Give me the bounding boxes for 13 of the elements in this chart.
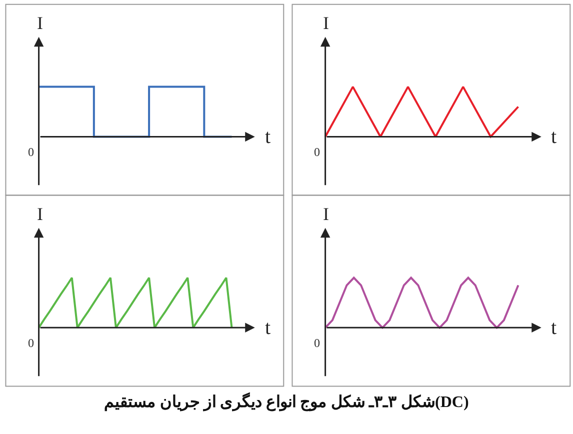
y-axis-title: I — [323, 13, 329, 33]
x-axis-title: t — [265, 317, 271, 339]
y-axis-title: I — [323, 204, 329, 224]
x-axis-title: t — [551, 317, 557, 339]
text: شکل ۳ـ۳ـ شکل موج انواع دیگری از جریان مستقیم(DC) — [104, 392, 469, 412]
x-axis-title: t — [551, 126, 557, 148]
text: 0 — [314, 336, 320, 350]
text: 0 — [28, 336, 34, 350]
text: 0 — [28, 145, 34, 159]
x-axis-title: t — [265, 126, 271, 148]
text: 0 — [314, 145, 320, 159]
y-axis-title: I — [37, 13, 43, 33]
y-axis-title: I — [37, 204, 43, 224]
